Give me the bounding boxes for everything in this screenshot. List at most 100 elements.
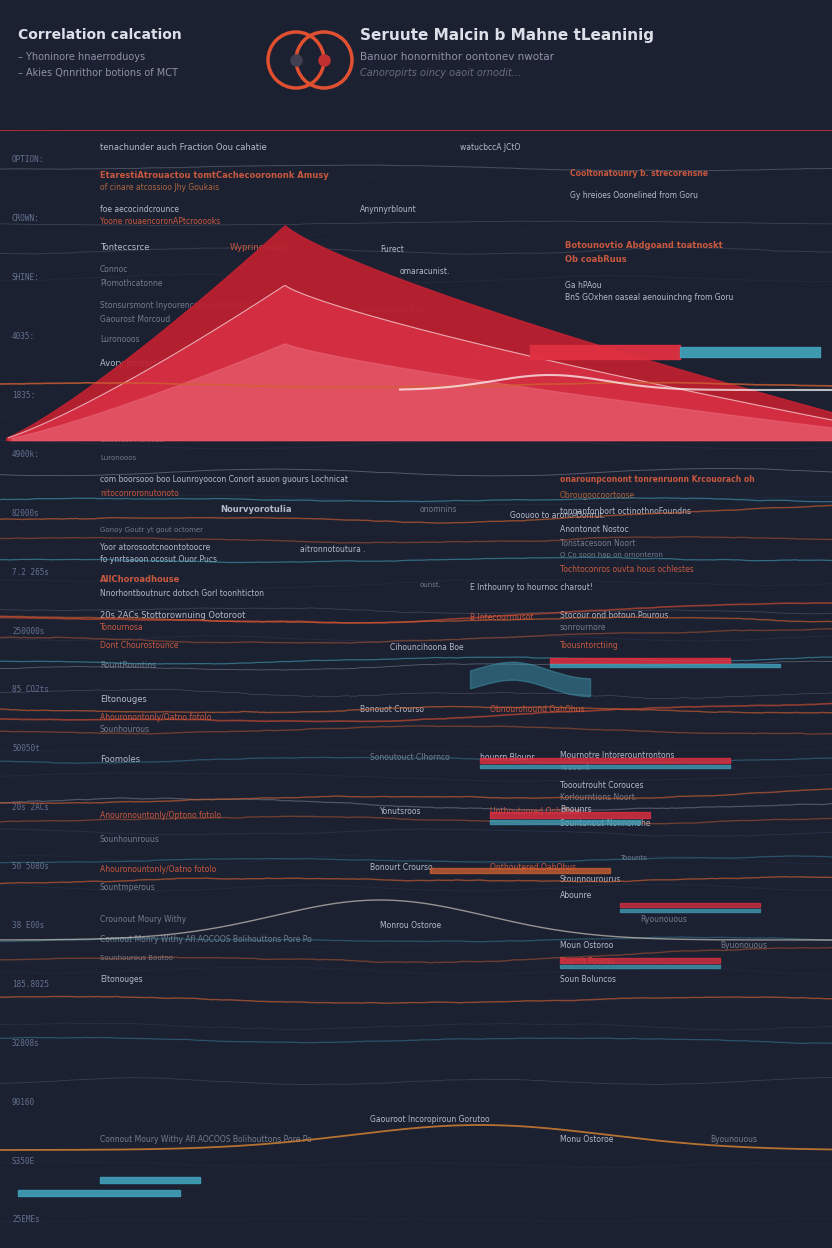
Text: 85 CO2ts: 85 CO2ts	[12, 685, 49, 694]
Text: Tonournosa: Tonournosa	[100, 624, 144, 633]
Text: Connout Moury Withy Afl.AOCOOS Bolihouttons Pore Po: Connout Moury Withy Afl.AOCOOS Bolihoutt…	[100, 1136, 312, 1144]
Text: Anynnyrblount: Anynnyrblount	[360, 206, 417, 215]
Text: Monrou Ostoroe: Monrou Ostoroe	[380, 921, 441, 930]
Text: Sountonout Nonnonohe: Sountonout Nonnonohe	[560, 819, 651, 827]
Text: – Yhoninore hnaerroduoys: – Yhoninore hnaerroduoys	[18, 52, 145, 62]
Text: Anouronountonly/Optono fotolo: Anouronountonly/Optono fotolo	[100, 810, 221, 820]
Text: Toounts: Toounts	[620, 855, 646, 861]
Text: fo ynrtsaoon ocosut Ouor Pucs: fo ynrtsaoon ocosut Ouor Pucs	[100, 555, 217, 564]
Text: omaracunist.: omaracunist.	[400, 267, 450, 277]
Text: Unthoutonred OohOhus: Unthoutonred OohOhus	[490, 807, 581, 816]
Text: Gaouroot Incoropiroun Gorutoo: Gaouroot Incoropiroun Gorutoo	[370, 1116, 489, 1124]
Text: Soun Boluncos: Soun Boluncos	[560, 976, 616, 985]
Text: Foomoles: Foomoles	[100, 755, 140, 765]
Text: 25EMEs: 25EMEs	[12, 1216, 40, 1224]
Text: E Inthounry to hournoc charout!: E Inthounry to hournoc charout!	[470, 584, 593, 593]
Text: com boorsooo boo Lounroyoocon Conort asuon guours Lochnicat: com boorsooo boo Lounroyoocon Conort asu…	[100, 475, 348, 484]
Text: Obrougoocoortoose: Obrougoocoortoose	[560, 490, 635, 499]
Text: Nnorhontboutnurc dotoch Gorl toonhticton: Nnorhontboutnurc dotoch Gorl toonhticton	[100, 589, 264, 599]
Text: Tonstacesoon Noort: Tonstacesoon Noort	[560, 538, 636, 548]
Text: Goouoo to arono Donrut.: Goouoo to arono Donrut.	[510, 510, 605, 519]
Text: watucbccA JCtO: watucbccA JCtO	[460, 144, 520, 152]
Text: Bonouot Crourso: Bonouot Crourso	[360, 705, 424, 715]
Text: SHINE:: SHINE:	[12, 273, 40, 282]
Text: 7.2 265s: 7.2 265s	[12, 568, 49, 577]
Text: Gaourost Morcoud: Gaourost Morcoud	[100, 437, 164, 443]
Text: Moun Ostoroo: Moun Ostoroo	[560, 941, 613, 950]
Text: Abounre: Abounre	[560, 891, 592, 900]
Text: Avory posterset: Avory posterset	[100, 358, 166, 367]
Text: S350E: S350E	[12, 1157, 35, 1166]
Text: Ryounouous: Ryounouous	[640, 916, 687, 925]
Text: Sounhourous: Sounhourous	[100, 725, 150, 735]
Text: Luronooos: Luronooos	[100, 456, 136, 461]
Text: Ahouronontonly/Oatno fotolo: Ahouronontonly/Oatno fotolo	[100, 714, 211, 723]
Text: 90160: 90160	[12, 1098, 35, 1107]
Text: Connoc: Connoc	[100, 266, 128, 275]
Text: Luronooos: Luronooos	[100, 336, 140, 344]
Text: onarounpconont tonrenruonn Krcouorach oh: onarounpconont tonrenruonn Krcouorach oh	[560, 475, 755, 484]
Text: Ga hPAou: Ga hPAou	[565, 281, 602, 290]
Text: of cinare atcossioo Jhy Goukais: of cinare atcossioo Jhy Goukais	[100, 183, 219, 192]
Text: Korlourntions Noort.: Korlourntions Noort.	[560, 794, 637, 802]
Text: Seruute Malcin b Mahne tLeaninig: Seruute Malcin b Mahne tLeaninig	[360, 27, 654, 42]
Text: Toooutrouht Corouces: Toooutrouht Corouces	[560, 780, 643, 790]
Text: onomnins: onomnins	[420, 505, 458, 514]
Text: foe aecocindcrounce: foe aecocindcrounce	[100, 206, 179, 215]
Text: Stonsursmont Inyourencoonu Al-Outuoodo: Stonsursmont Inyourencoonu Al-Outuoodo	[100, 301, 263, 310]
Text: B Intecourrousot: B Intecourrousot	[470, 614, 533, 623]
Text: Yonutsroos: Yonutsroos	[380, 807, 422, 816]
Text: Crounout Moury Withy: Crounout Moury Withy	[100, 916, 186, 925]
Text: Byuonouous: Byuonouous	[720, 941, 767, 950]
Text: Yoone rouaencoronAPtcrooooks: Yoone rouaencoronAPtcrooooks	[100, 217, 220, 226]
Text: aitronnotoutura .: aitronnotoutura .	[300, 545, 365, 554]
Text: Tonteccsrce: Tonteccsrce	[100, 242, 150, 252]
Text: Toousntorctiing: Toousntorctiing	[560, 640, 619, 649]
Text: 20s 2ACs Stottorownuing Ootoroot: 20s 2ACs Stottorownuing Ootoroot	[100, 610, 245, 619]
Text: Botounovtio Abdgoand toatnoskt: Botounovtio Abdgoand toatnoskt	[565, 241, 723, 250]
Text: ounst.: ounst.	[420, 582, 442, 588]
Text: O Co soon hap on ornonteron: O Co soon hap on ornonteron	[560, 552, 663, 558]
Text: 50050t: 50050t	[12, 744, 40, 754]
Text: Sountmperous: Sountmperous	[100, 884, 156, 892]
Text: Anontonot Nostoc: Anontonot Nostoc	[560, 525, 629, 534]
Text: sonrournore: sonrournore	[560, 624, 607, 633]
Text: 4035:: 4035:	[12, 332, 35, 341]
Text: Connout Monry Withy Afl.AOCOOS Bolihouttons Pore Po: Connout Monry Withy Afl.AOCOOS Bolihoutt…	[100, 936, 312, 945]
Text: Byounouous: Byounouous	[710, 1136, 757, 1144]
Text: Ob coabRuus: Ob coabRuus	[565, 256, 626, 265]
Text: 1835:: 1835:	[12, 391, 35, 401]
Text: 250000s: 250000s	[12, 626, 44, 635]
Text: Yoor atorosootcnoontotoocre: Yoor atorosootcnoontotoocre	[100, 543, 210, 553]
Text: Wyprincorous: Wyprincorous	[230, 242, 288, 252]
Text: 4900k:: 4900k:	[12, 451, 40, 459]
Text: wosum a Mtourqy? crroooom: wosum a Mtourqy? crroooom	[430, 356, 541, 364]
Text: 38 E00s: 38 E00s	[12, 921, 44, 930]
Text: EtarestiAtrouactou tomtCachecoorononk Amusy: EtarestiAtrouactou tomtCachecoorononk Am…	[100, 171, 329, 180]
Text: Sounhounrouus: Sounhounrouus	[100, 835, 160, 845]
Text: Dont Chourostounce: Dont Chourostounce	[100, 640, 179, 649]
Text: Obnourohound OahOhus: Obnourohound OahOhus	[490, 705, 585, 715]
Text: Tournh Pourou: Tournh Pourou	[560, 957, 615, 966]
Text: Banuor honornithor oontonev nwotar: Banuor honornithor oontonev nwotar	[360, 52, 554, 62]
Text: Correlation calcation: Correlation calcation	[18, 27, 181, 42]
Text: 32808s: 32808s	[12, 1038, 40, 1048]
Text: Eltonouges: Eltonouges	[100, 976, 142, 985]
Text: 20s 2ACs: 20s 2ACs	[12, 804, 49, 812]
Text: tenachunder auch Fraction Oou cahatie: tenachunder auch Fraction Oou cahatie	[100, 144, 267, 152]
Text: OPTION:: OPTION:	[12, 156, 44, 165]
Text: – Akies Qnnrithor botions of MCT: – Akies Qnnrithor botions of MCT	[18, 67, 178, 77]
Text: Nourvyorotulia: Nourvyorotulia	[220, 505, 291, 514]
Text: Bonourt Crourso: Bonourt Crourso	[370, 864, 433, 872]
Text: Stocour ond botoun Pourous: Stocour ond botoun Pourous	[560, 610, 668, 619]
Text: 82000s: 82000s	[12, 509, 40, 518]
Text: 50 5080s: 50 5080s	[12, 862, 49, 871]
Text: Gaourost Morcoud: Gaourost Morcoud	[100, 316, 171, 324]
Text: Bnounrs: Bnounrs	[560, 805, 592, 815]
Text: Sonoutouct Clhornco: Sonoutouct Clhornco	[370, 754, 450, 763]
Text: Monu Ostoroe: Monu Ostoroe	[560, 1136, 613, 1144]
Text: Al-Outuoodo: Al-Outuoodo	[100, 408, 148, 417]
Text: AllChoroadhouse: AllChoroadhouse	[100, 575, 181, 584]
Text: Ahouronountonly/Oatno fotolo: Ahouronountonly/Oatno fotolo	[100, 866, 216, 875]
Text: Sounhourous Boutoo: Sounhourous Boutoo	[100, 955, 173, 961]
